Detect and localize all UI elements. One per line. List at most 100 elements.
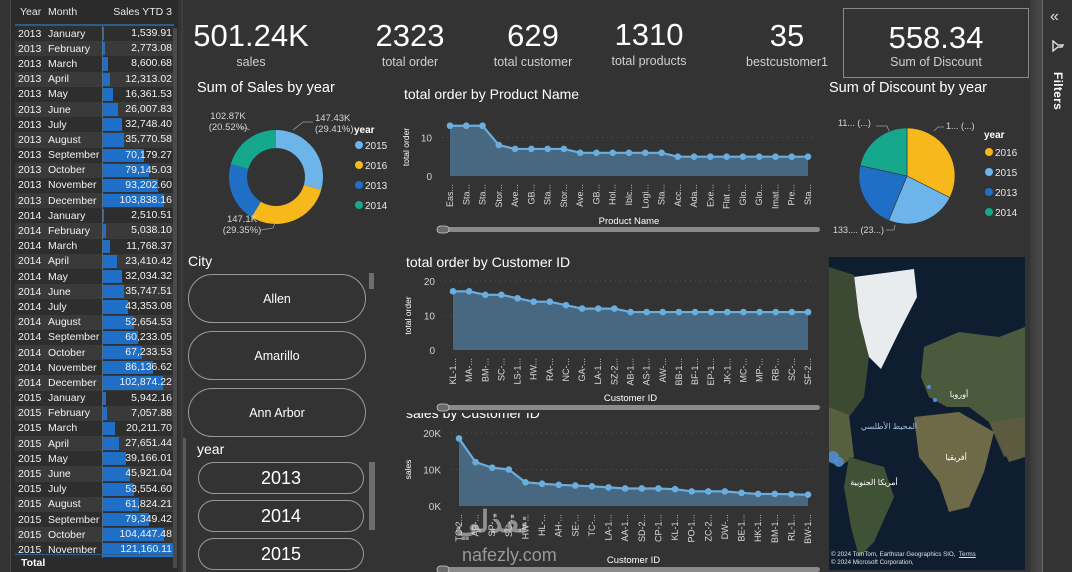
data-point[interactable]	[658, 149, 665, 157]
table-row[interactable]: 2013 May 16,361.53	[15, 86, 174, 102]
data-point[interactable]	[738, 489, 745, 497]
table-row[interactable]: 2013 October 79,145.03	[15, 162, 174, 178]
data-point[interactable]	[671, 485, 679, 493]
year-slicer-item-2014[interactable]: 2014	[198, 500, 364, 532]
year-slicer-scrollbar[interactable]	[369, 462, 375, 530]
data-point[interactable]	[505, 466, 513, 473]
data-point[interactable]	[560, 145, 568, 153]
table-row[interactable]: 2015 August 61,824.21	[15, 496, 174, 512]
table-row[interactable]: 2015 February 7,057.88	[15, 405, 174, 421]
table-row[interactable]: 2013 July 32,748.40	[15, 117, 174, 133]
data-point[interactable]	[514, 294, 521, 302]
table-row[interactable]: 2013 March 8,600.68	[15, 56, 174, 72]
table-row[interactable]: 2014 July 43,353.08	[15, 299, 174, 315]
data-point[interactable]	[755, 153, 763, 160]
data-point[interactable]	[455, 435, 463, 442]
data-point[interactable]	[594, 305, 602, 312]
data-point[interactable]	[446, 122, 454, 130]
data-point[interactable]	[704, 488, 712, 495]
data-point[interactable]	[771, 490, 779, 498]
table-row[interactable]: 2013 November 93,202.60	[15, 177, 174, 194]
collapse-filters-icon[interactable]: «	[1050, 8, 1059, 25]
scrollbar-handle[interactable]	[436, 565, 450, 572]
data-point[interactable]	[723, 153, 730, 160]
data-point[interactable]	[593, 149, 600, 157]
table-row[interactable]: 2013 February 2,773.08	[15, 41, 174, 57]
data-point[interactable]	[638, 485, 646, 492]
legend-item-2016[interactable]: 2016	[365, 161, 388, 172]
table-row[interactable]: 2015 June 45,921.04	[15, 466, 174, 482]
table-row[interactable]: 2015 November 121,160.11	[15, 542, 174, 558]
legend-item-2016[interactable]: 2016	[995, 148, 1018, 159]
data-point[interactable]	[655, 485, 662, 492]
table-row[interactable]: 2015 September 79,349.42	[15, 512, 174, 528]
data-point[interactable]	[772, 308, 780, 316]
data-point[interactable]	[576, 149, 584, 157]
data-point[interactable]	[788, 308, 796, 316]
data-point[interactable]	[675, 308, 683, 316]
pie-slice-2015[interactable]	[888, 175, 951, 225]
data-point[interactable]	[488, 464, 496, 471]
data-point[interactable]	[788, 491, 795, 498]
data-point[interactable]	[528, 145, 535, 153]
data-point[interactable]	[498, 291, 505, 299]
data-point[interactable]	[804, 308, 812, 316]
data-point[interactable]	[804, 153, 812, 160]
data-point[interactable]	[739, 153, 747, 160]
table-row[interactable]: 2014 February 5,038.10	[15, 223, 174, 239]
data-point[interactable]	[465, 288, 473, 295]
data-point[interactable]	[643, 308, 650, 316]
data-point[interactable]	[555, 481, 563, 489]
table-row[interactable]: 2015 April 27,651.44	[15, 436, 174, 452]
pie-slice-2013[interactable]	[858, 165, 908, 221]
table-row[interactable]: 2013 April 12,313.02	[15, 71, 174, 87]
legend-item-2014[interactable]: 2014	[365, 201, 388, 212]
map-terms-link[interactable]: Terms	[958, 551, 976, 558]
data-point[interactable]	[605, 484, 612, 491]
scrollbar-handle[interactable]	[436, 403, 450, 412]
data-point[interactable]	[756, 308, 763, 316]
table-scrollbar[interactable]	[173, 28, 177, 568]
x-axis-scrollbar[interactable]	[437, 567, 820, 572]
table-row[interactable]: 2014 June 35,747.51	[15, 284, 174, 300]
table-row[interactable]: 2014 October 67,233.53	[15, 344, 174, 361]
data-point[interactable]	[481, 291, 489, 299]
column-header-sales-ytd[interactable]: Sales YTD 3	[113, 6, 172, 18]
year-slicer-item-2015[interactable]: 2015	[198, 538, 364, 570]
data-point[interactable]	[472, 458, 479, 466]
table-row[interactable]: 2013 August 35,770.58	[15, 132, 174, 148]
table-row[interactable]: 2014 April 23,410.42	[15, 253, 174, 269]
data-point[interactable]	[707, 153, 714, 160]
data-point[interactable]	[625, 149, 633, 157]
city-slicer-item-ann-arbor[interactable]: Ann Arbor	[188, 388, 366, 437]
data-point[interactable]	[562, 301, 570, 309]
pie-slice-2016[interactable]	[906, 127, 956, 199]
pie-slice-2014[interactable]	[859, 127, 908, 177]
data-point[interactable]	[804, 491, 812, 498]
table-row[interactable]: 2015 July 53,554.60	[15, 481, 174, 497]
data-point[interactable]	[572, 482, 579, 489]
x-axis-scrollbar[interactable]	[437, 405, 820, 410]
table-row[interactable]: 2014 May 32,034.32	[15, 269, 174, 285]
x-axis-scrollbar[interactable]	[437, 227, 820, 232]
data-point[interactable]	[462, 122, 470, 130]
data-point[interactable]	[544, 145, 551, 153]
table-row[interactable]: 2015 January 5,942.16	[15, 390, 174, 406]
legend-item-2014[interactable]: 2014	[995, 208, 1018, 219]
table-row[interactable]: 2013 January 1,539.91	[15, 26, 174, 42]
data-point[interactable]	[659, 308, 667, 316]
legend-item-2013[interactable]: 2013	[365, 181, 388, 192]
data-point[interactable]	[724, 308, 731, 316]
data-point[interactable]	[530, 298, 537, 305]
city-slicer-item-amarillo[interactable]: Amarillo	[188, 331, 366, 380]
table-row[interactable]: 2014 March 11,768.37	[15, 238, 174, 254]
data-point[interactable]	[611, 305, 618, 312]
table-row[interactable]: 2014 January 2,510.51	[15, 208, 174, 224]
year-slicer-item-2013[interactable]: 2013	[198, 462, 364, 494]
data-point[interactable]	[449, 288, 457, 295]
filters-label[interactable]: Filters	[1051, 72, 1065, 111]
data-point[interactable]	[609, 149, 617, 157]
data-point[interactable]	[707, 308, 715, 316]
table-row[interactable]: 2013 September 70,179.27	[15, 147, 174, 163]
data-point[interactable]	[772, 153, 779, 160]
